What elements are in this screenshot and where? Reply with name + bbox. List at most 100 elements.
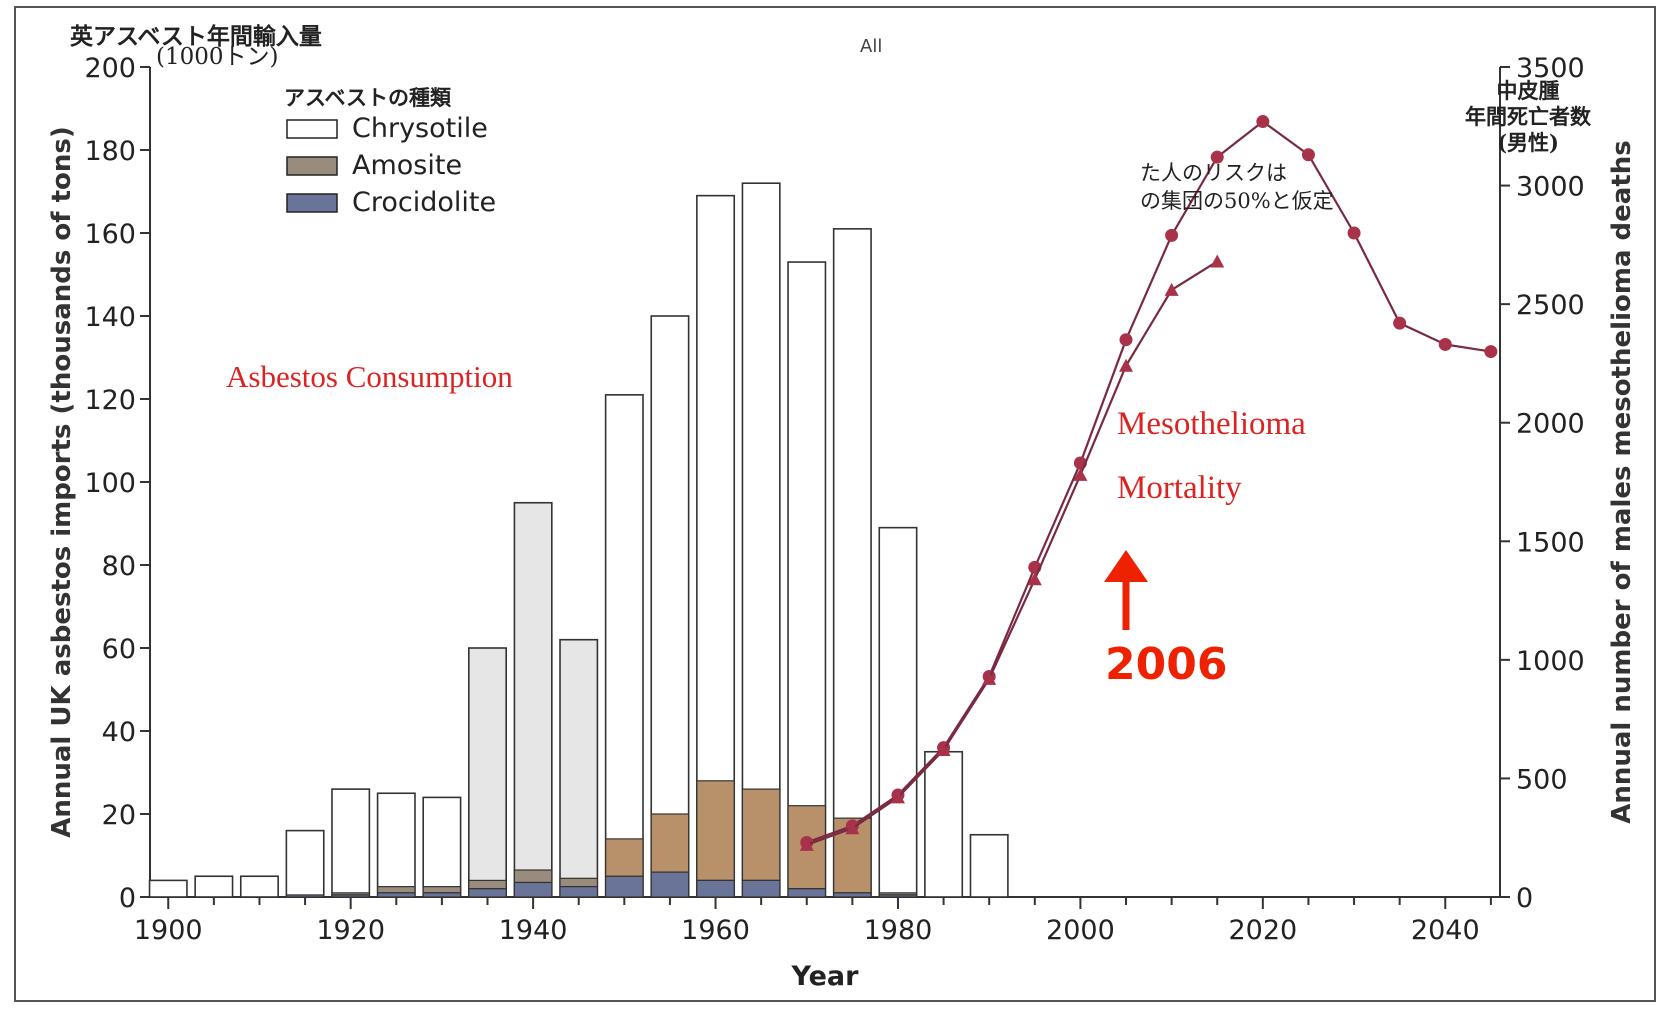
bar-chrysotile <box>148 879 188 898</box>
mortality-point <box>1210 150 1224 164</box>
bar-chrysotile <box>832 228 872 898</box>
bar-amosite <box>468 879 507 890</box>
annotation-year-2006: 2006 <box>1105 639 1227 690</box>
bar-crocidolite <box>331 894 370 898</box>
annotation-mesothelioma: Mesothelioma <box>1117 406 1306 442</box>
bar-crocidolite <box>833 892 872 898</box>
left-tick-label: 60 <box>102 634 136 665</box>
mortality-point <box>890 790 905 804</box>
legend-label: Chrysotile <box>352 113 488 144</box>
mortality-point <box>1119 358 1134 372</box>
right-axis-title-jp: 中皮腫 <box>1497 78 1560 103</box>
left-tick-label: 100 <box>84 468 136 499</box>
bar-chrysotile <box>422 796 462 898</box>
mortality-point <box>1393 316 1407 330</box>
right-axis-title: Annual number of males mesothelioma deat… <box>1607 140 1637 824</box>
x-tick-label: 1900 <box>134 915 203 946</box>
bar-amosite <box>605 838 644 877</box>
annotation-arrowhead <box>1104 550 1148 582</box>
bar-crocidolite <box>513 881 553 898</box>
legend-swatch <box>286 119 338 139</box>
mortality-point <box>1027 572 1042 586</box>
x-tick-label: 1940 <box>499 915 568 946</box>
left-tick-label: 40 <box>102 717 136 748</box>
mortality-point <box>1210 254 1225 268</box>
x-axis-title: Year <box>791 961 860 992</box>
left-tick-label: 200 <box>84 53 136 84</box>
left-tick-label: 180 <box>84 136 136 167</box>
annotation-note: た人のリスクは <box>1140 161 1287 185</box>
left-tick-label: 160 <box>84 219 136 250</box>
bar-chrysotile <box>787 261 827 898</box>
right-tick-label: 3000 <box>1516 172 1585 203</box>
mortality-line <box>806 120 1492 844</box>
annotation-note: の集団の50%と仮定 <box>1140 189 1334 213</box>
bar-chrysotile <box>376 792 416 898</box>
mortality-point <box>1256 115 1270 129</box>
bar-chrysotile <box>924 750 964 898</box>
left-tick-label: 80 <box>102 551 136 582</box>
left-axis-title: Annual UK asbestos imports (thousands of… <box>47 126 77 838</box>
bar-crocidolite <box>559 886 599 898</box>
bar-chrysotile <box>878 526 918 898</box>
mortality-point <box>799 837 814 851</box>
bar-chrysotile <box>468 647 507 898</box>
x-tick-label: 2020 <box>1228 915 1297 946</box>
right-tick-label: 3500 <box>1516 53 1585 84</box>
right-tick-label: 1000 <box>1516 646 1585 677</box>
mortality-point <box>982 671 997 685</box>
legend-title: アスベストの種類 <box>284 85 452 110</box>
bar-amosite <box>696 780 735 881</box>
x-tick-label: 1920 <box>316 915 385 946</box>
legend-label: Crocidolite <box>352 187 496 218</box>
bar-crocidolite <box>741 879 781 898</box>
right-tick-label: 2500 <box>1516 290 1585 321</box>
mortality-point <box>1347 226 1361 240</box>
x-tick-label: 2000 <box>1046 915 1115 946</box>
left-axis-title-jp: 英アスベスト年間輸入量 <box>70 23 322 50</box>
mortality-point <box>1073 467 1088 481</box>
bar-crocidolite <box>787 888 827 898</box>
annotation-consumption: Asbestos Consumption <box>226 359 513 394</box>
bar-chrysotile <box>194 875 234 898</box>
left-tick-label: 0 <box>119 883 136 914</box>
right-axis-title-jp: (男性) <box>1497 130 1559 155</box>
bar-chrysotile <box>650 315 690 898</box>
right-tick-label: 1500 <box>1516 527 1585 558</box>
bar-chrysotile <box>604 394 644 898</box>
mortality-point <box>1438 337 1452 351</box>
x-tick-label: 2040 <box>1411 915 1480 946</box>
bar-amosite <box>422 886 462 894</box>
x-tick-label: 1980 <box>864 915 933 946</box>
mortality-point <box>1165 228 1179 242</box>
annotation-stray: All <box>860 36 882 57</box>
bar-chrysotile <box>559 638 599 898</box>
mortality-point <box>1301 148 1315 162</box>
right-tick-label: 500 <box>1516 764 1568 795</box>
bar-crocidolite <box>468 888 507 898</box>
x-tick-label: 1960 <box>681 915 750 946</box>
bar-amosite <box>741 788 781 881</box>
bar-amosite <box>376 886 416 894</box>
bar-crocidolite <box>376 892 416 898</box>
legend-label: Amosite <box>352 150 462 181</box>
bar-amosite <box>559 877 599 888</box>
left-axis-unit-jp: (1000トン) <box>156 44 278 70</box>
legend-swatch <box>286 156 338 176</box>
bar-amosite <box>650 813 690 873</box>
mortality-point <box>1484 345 1498 359</box>
mortality-point <box>845 821 860 835</box>
right-tick-label: 0 <box>1516 883 1533 914</box>
mortality-line <box>806 260 1218 846</box>
bar-chrysotile <box>969 833 1009 898</box>
right-tick-label: 2000 <box>1516 409 1585 440</box>
bar-crocidolite <box>285 894 325 898</box>
bar-crocidolite <box>696 879 735 898</box>
bar-crocidolite <box>650 871 690 898</box>
bar-chrysotile <box>285 829 325 898</box>
bar-chrysotile <box>239 875 279 898</box>
mortality-point <box>1119 333 1133 347</box>
bar-crocidolite <box>605 875 644 898</box>
left-tick-label: 140 <box>84 302 136 333</box>
